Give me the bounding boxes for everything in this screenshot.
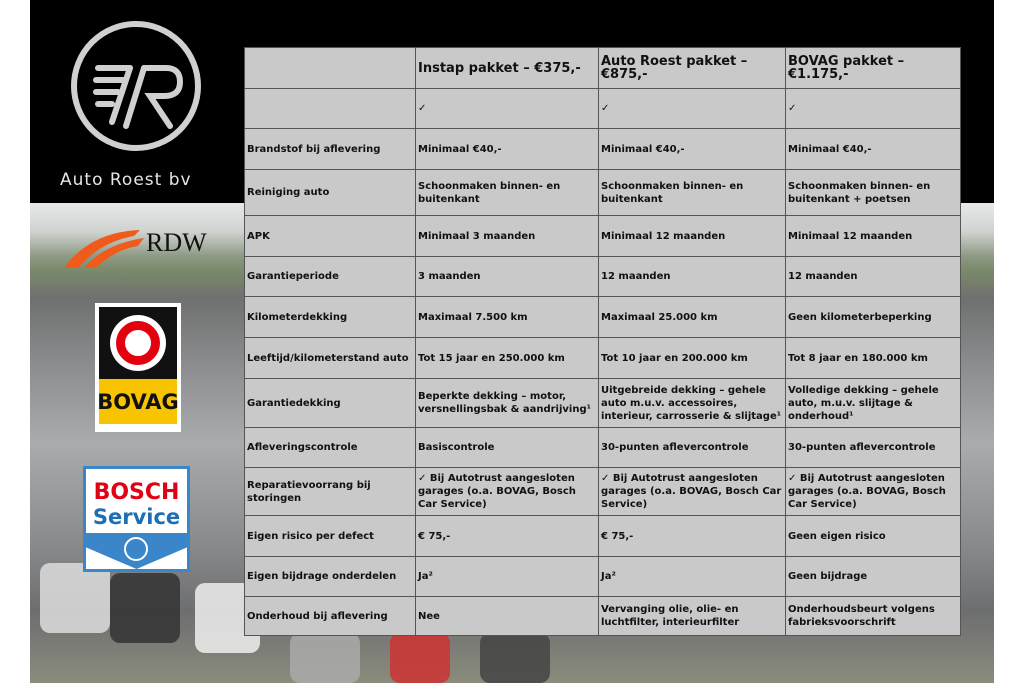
table-row: Garantiedekking Beperkte dekking – motor,… <box>244 378 961 428</box>
table-row: Reparatievoorrang bij storingen ✓ Bij Aut… <box>244 467 961 516</box>
table-cell: ✓ <box>415 88 599 129</box>
table-cell: Tot 8 jaar en 180.000 km <box>785 337 961 379</box>
row-label: Brandstof bij aflevering <box>244 128 416 170</box>
bosch-logo-text: BOSCH <box>93 480 180 505</box>
table-cell: ✓ <box>598 88 786 129</box>
row-label: APK <box>244 215 416 257</box>
row-label: Eigen risico per defect <box>244 515 416 557</box>
header-corner <box>244 47 416 89</box>
table-row: Onderhoud bij aflevering Nee Vervanging ol… <box>244 596 961 636</box>
table-cell: 3 maanden <box>415 256 599 297</box>
table-cell: Minimaal 12 maanden <box>785 215 961 257</box>
table-cell: ✓ Bij Autotrust aangesloten garages (o.a… <box>598 467 786 516</box>
row-label: Reiniging auto <box>244 169 416 216</box>
table-row: Eigen risico per defect € 75,- € 75,- Geen … <box>244 515 961 557</box>
table-cell: Minimaal €40,- <box>598 128 786 170</box>
slide: Auto Roest bv RDW BOVAG BOSCH Service In… <box>30 0 994 683</box>
table-cell: Schoonmaken binnen- en buitenkant + poet… <box>785 169 961 216</box>
table-row: ✓ ✓ ✓ <box>244 88 961 129</box>
table-cell: Ja² <box>415 556 599 597</box>
table-cell: 12 maanden <box>785 256 961 297</box>
table-cell: Ja² <box>598 556 786 597</box>
row-label: Garantiedekking <box>244 378 416 428</box>
table-cell: Tot 10 jaar en 200.000 km <box>598 337 786 379</box>
rdw-logo-text: RDW <box>146 228 207 257</box>
table-row: Afleveringscontrole Basiscontrole 30-punte… <box>244 427 961 468</box>
rdw-logo-icon <box>64 230 144 268</box>
table-cell: Minimaal €40,- <box>785 128 961 170</box>
row-label <box>244 88 416 129</box>
row-label: Kilometerdekking <box>244 296 416 338</box>
table-cell: 30-punten aflevercontrole <box>785 427 961 468</box>
table-cell: Schoonmaken binnen- en buitenkant <box>415 169 599 216</box>
table-cell: Geen eigen risico <box>785 515 961 557</box>
table-row: Reiniging auto Schoonmaken binnen- en bui… <box>244 169 961 216</box>
package-comparison-table: Instap pakket – €375,- Auto Roest pakket … <box>244 47 961 636</box>
table-cell: Vervanging olie, olie- en luchtfilter, i… <box>598 596 786 636</box>
table-cell: Tot 15 jaar en 250.000 km <box>415 337 599 379</box>
table-cell: Beperkte dekking – motor, versnellingsba… <box>415 378 599 428</box>
table-cell: Maximaal 7.500 km <box>415 296 599 338</box>
row-label: Garantieperiode <box>244 256 416 297</box>
package-header: BOVAG pakket – €1.175,- <box>785 47 961 89</box>
package-header: Auto Roest pakket – €875,- <box>598 47 786 89</box>
table-row: Garantieperiode 3 maanden 12 maanden 12 maa… <box>244 256 961 297</box>
table-cell: Maximaal 25.000 km <box>598 296 786 338</box>
table-cell: Minimaal 3 maanden <box>415 215 599 257</box>
row-label: Afleveringscontrole <box>244 427 416 468</box>
row-label: Reparatievoorrang bij storingen <box>244 467 416 516</box>
row-label: Onderhoud bij aflevering <box>244 596 416 636</box>
table-row: APK Minimaal 3 maanden Minimaal 12 maanden… <box>244 215 961 257</box>
table-cell: ✓ <box>785 88 961 129</box>
table-cell: Geen kilometerbeperking <box>785 296 961 338</box>
table-row: Eigen bijdrage onderdelen Ja² Ja² Geen bijd… <box>244 556 961 597</box>
table-cell: Volledige dekking – gehele auto, m.u.v. … <box>785 378 961 428</box>
table-cell: € 75,- <box>598 515 786 557</box>
table-row: Brandstof bij aflevering Minimaal €40,- Mi… <box>244 128 961 170</box>
table-cell: ✓ Bij Autotrust aangesloten garages (o.a… <box>415 467 599 516</box>
table-cell: ✓ Bij Autotrust aangesloten garages (o.a… <box>785 467 961 516</box>
table-row: Leeftijd/kilometerstand auto Tot 15 jaar … <box>244 337 961 379</box>
bosch-service-text: Service <box>92 505 181 529</box>
table-cell: Uitgebreide dekking – gehele auto m.u.v.… <box>598 378 786 428</box>
package-header: Instap pakket – €375,- <box>415 47 599 89</box>
table-row: Kilometerdekking Maximaal 7.500 km Maximaa… <box>244 296 961 338</box>
row-label: Eigen bijdrage onderdelen <box>244 556 416 597</box>
table-cell: Onderhoudsbeurt volgens fabrieksvoorschr… <box>785 596 961 636</box>
auto-roest-logo-icon <box>71 21 201 151</box>
table-cell: Schoonmaken binnen- en buitenkant <box>598 169 786 216</box>
table-cell: Minimaal €40,- <box>415 128 599 170</box>
bovag-logo-text: BOVAG <box>97 379 179 424</box>
table-cell: Basiscontrole <box>415 427 599 468</box>
brand-name: Auto Roest bv <box>60 170 192 190</box>
bosch-service-logo: BOSCH Service <box>83 466 190 572</box>
row-label: Leeftijd/kilometerstand auto <box>244 337 416 379</box>
bovag-logo: BOVAG <box>95 303 181 432</box>
table-cell: 12 maanden <box>598 256 786 297</box>
table-cell: 30-punten aflevercontrole <box>598 427 786 468</box>
table-cell: Minimaal 12 maanden <box>598 215 786 257</box>
table-cell: Nee <box>415 596 599 636</box>
table-cell: € 75,- <box>415 515 599 557</box>
bosch-armature-icon <box>124 537 148 561</box>
table-cell: Geen bijdrage <box>785 556 961 597</box>
